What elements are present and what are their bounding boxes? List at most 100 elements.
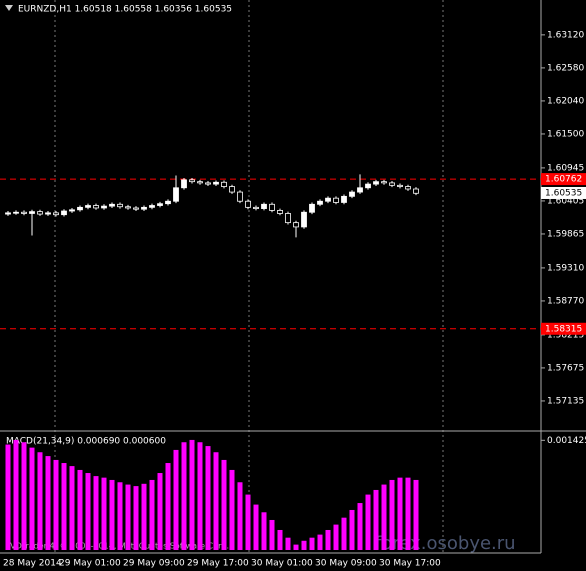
macd-bar [141, 483, 147, 550]
candle-body [365, 183, 371, 189]
current-price-box [541, 186, 586, 199]
y-tick-label: 1.59865 [547, 229, 584, 239]
y-tick-label: 1.58770 [547, 296, 584, 306]
candle-body [349, 191, 355, 197]
macd-bar [37, 452, 43, 550]
macd-bar [109, 479, 115, 550]
y-tick-label: 1.60945 [547, 163, 584, 173]
candle-body [381, 181, 387, 184]
candle-body [5, 212, 11, 215]
macd-bar [85, 473, 91, 550]
macd-title: MACD(21,34,9) 0.000690 0.000600 [6, 437, 166, 447]
macd-bar [29, 447, 35, 550]
candle-body [237, 191, 243, 202]
macd-bar [317, 534, 323, 550]
y-tick-label: 1.62580 [547, 63, 584, 73]
macd-bar [165, 463, 171, 550]
candle-body [357, 187, 363, 193]
candle-body [389, 182, 395, 186]
level-label-box [541, 322, 586, 335]
macd-bar [133, 486, 139, 550]
watermark: forex.osobye.ru [375, 533, 516, 554]
candle-body [309, 203, 315, 213]
macd-bar [309, 537, 315, 550]
macd-bar [69, 466, 75, 550]
y-tick-label: 1.58215 [547, 330, 584, 340]
y-tick-label: 1.62040 [547, 96, 584, 106]
candle-body [69, 209, 75, 212]
x-tick-label: 30 May 09:00 [315, 559, 377, 569]
macd-bar [277, 529, 283, 550]
macd-bar [45, 456, 51, 550]
macd-bar [357, 503, 363, 550]
candle-body [413, 188, 419, 194]
macd-bar [5, 444, 11, 550]
macd-bar [293, 544, 299, 550]
macd-bar [269, 519, 275, 550]
candle-body [93, 205, 99, 209]
candle-body [221, 181, 227, 187]
candle-body [125, 206, 131, 209]
candle-body [405, 186, 411, 190]
candle-body [213, 181, 219, 185]
candle-body [173, 187, 179, 202]
candle-body [341, 195, 347, 203]
candle-body [301, 211, 307, 228]
x-tick-label: 30 May 17:00 [379, 559, 441, 569]
macd-bar [197, 442, 203, 550]
candle-body [333, 197, 339, 203]
macd-bar [117, 482, 123, 550]
macd-bar [221, 459, 227, 550]
macd-bar [381, 484, 387, 550]
macd-bar [285, 537, 291, 550]
y-tick-label: 1.57675 [547, 363, 584, 373]
y-tick-label: 0.001425 [547, 436, 586, 446]
candle-body [189, 179, 195, 183]
y-tick-label: 1.61500 [547, 129, 584, 139]
macd-bar [341, 517, 347, 550]
symbol-icon [5, 5, 13, 11]
macd-bar [245, 494, 251, 550]
candle-body [77, 206, 83, 211]
level-label: 1.58315 [545, 324, 582, 334]
macd-bar [365, 494, 371, 550]
y-tick-label: 1.63120 [547, 30, 584, 40]
candle-body [261, 203, 267, 209]
candle-body [117, 203, 123, 208]
candle-body [21, 211, 27, 214]
chart-title: EURNZD,H1 1.60518 1.60558 1.60356 1.6053… [18, 5, 232, 15]
macd-bar [397, 477, 403, 550]
macd-bar [253, 504, 259, 550]
x-tick-label: 28 May 2014 [3, 559, 62, 569]
candle-body [61, 210, 67, 216]
macd-bar [181, 442, 187, 550]
candle-body [245, 200, 251, 208]
candle-body [229, 186, 235, 193]
macd-bar [413, 479, 419, 550]
macd-bar [333, 524, 339, 550]
candle-body [149, 205, 155, 208]
candle-body [45, 212, 51, 215]
y-tick-label: 1.59310 [547, 263, 584, 273]
macd-bar [61, 463, 67, 550]
x-tick-label: 30 May 01:00 [251, 559, 313, 569]
candle-body [109, 203, 115, 207]
macd-bar [229, 469, 235, 550]
candle-body [325, 197, 331, 202]
candle-body [141, 206, 147, 210]
level-label: 1.60762 [545, 175, 582, 185]
macd-bar [173, 449, 179, 550]
candle-body [197, 181, 203, 184]
candle-body [205, 182, 211, 185]
copyright: RVDTrader 4, © 2001-2014, MetaQuotes Sof… [5, 542, 229, 551]
candle-body [293, 222, 299, 228]
macd-bar [125, 484, 131, 550]
candle-body [277, 210, 283, 214]
y-tick-label: 1.57135 [547, 396, 584, 406]
candle-body [253, 206, 259, 209]
macd-bar [349, 509, 355, 550]
macd-bar [189, 439, 195, 550]
